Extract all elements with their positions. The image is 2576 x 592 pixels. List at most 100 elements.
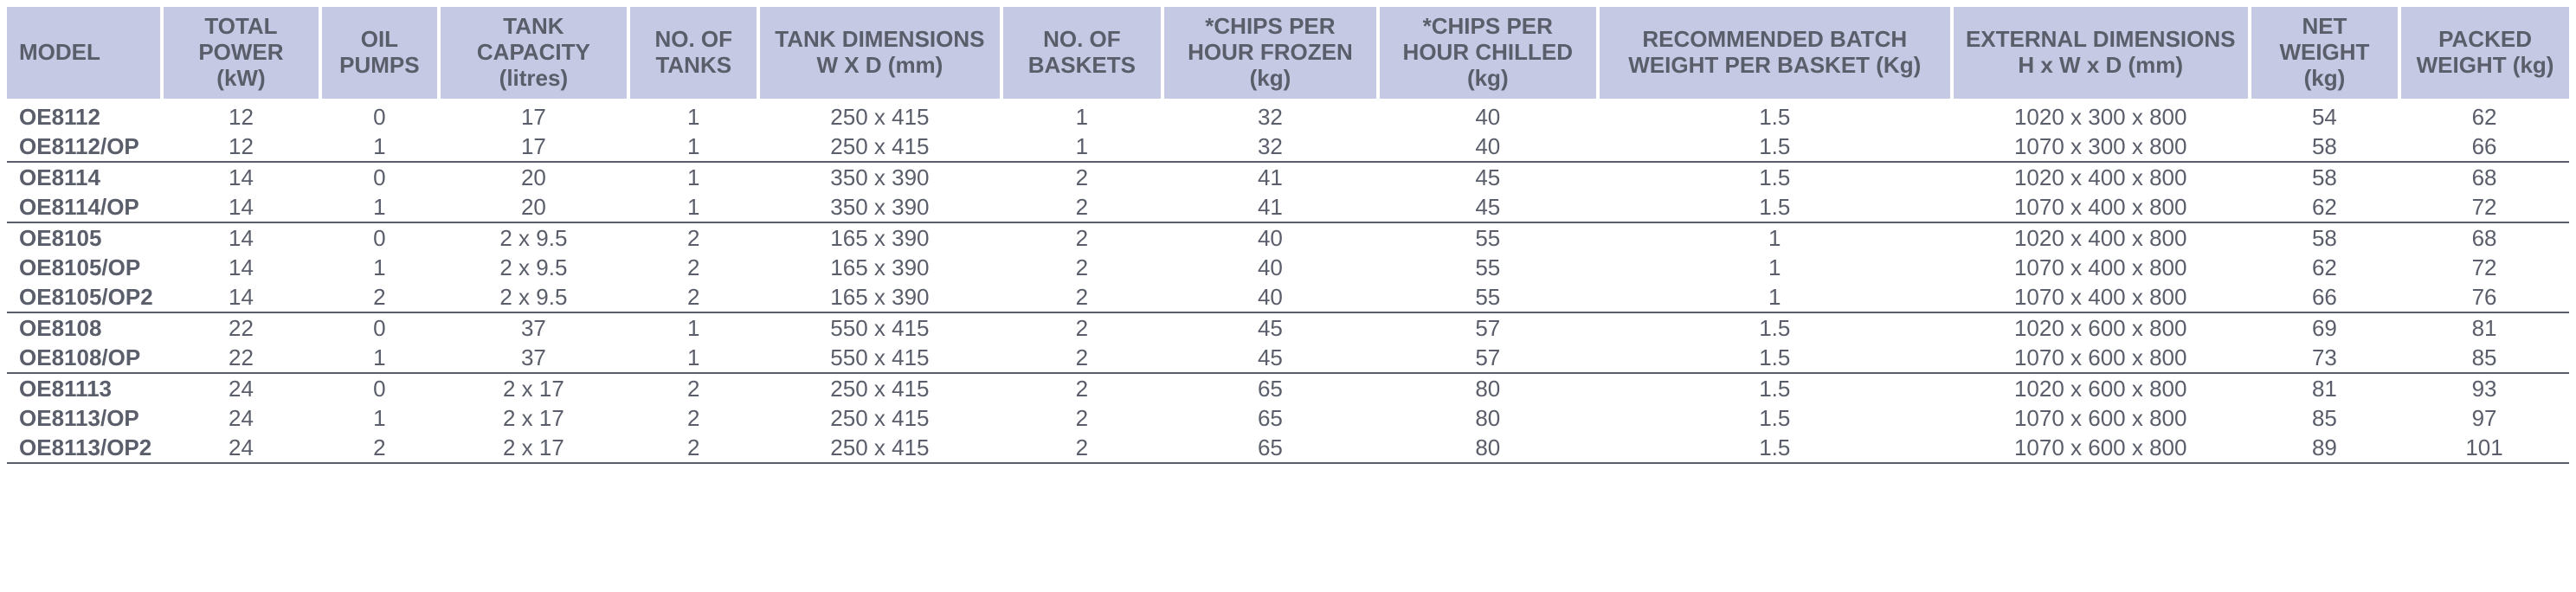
cell: 1	[628, 192, 758, 222]
cell: 165 x 390	[758, 253, 1001, 282]
cell: OE8112/OP	[7, 132, 162, 162]
cell: 20	[439, 162, 629, 192]
cell: 1070 x 400 x 800	[1952, 282, 2250, 312]
cell: 101	[2399, 433, 2569, 463]
cell: 1.5	[1598, 132, 1952, 162]
cell: 32	[1162, 100, 1377, 132]
table-body: OE8112120171250 x 415132401.51020 x 300 …	[7, 100, 2569, 463]
cell: 1	[1598, 253, 1952, 282]
cell: 2	[628, 373, 758, 403]
cell: 22	[162, 312, 321, 343]
cell: 62	[2250, 253, 2399, 282]
cell: 2 x 9.5	[439, 253, 629, 282]
cell: 89	[2250, 433, 2399, 463]
cell: 45	[1162, 312, 1377, 343]
cell: 55	[1378, 222, 1598, 253]
table-row: OE8113/OP2412 x 172250 x 415265801.51070…	[7, 403, 2569, 433]
col-header-4: NO. OF TANKS	[628, 7, 758, 100]
cell: 65	[1162, 433, 1377, 463]
cell: 1	[320, 343, 438, 373]
cell: 41	[1162, 162, 1377, 192]
cell: OE8114	[7, 162, 162, 192]
cell: 1070 x 400 x 800	[1952, 192, 2250, 222]
cell: 1	[1598, 282, 1952, 312]
table-row: OE8114140201350 x 390241451.51020 x 400 …	[7, 162, 2569, 192]
cell: 1	[1598, 222, 1952, 253]
cell: 1	[320, 132, 438, 162]
cell: 1	[628, 132, 758, 162]
cell: 22	[162, 343, 321, 373]
table-row: OE8112120171250 x 415132401.51020 x 300 …	[7, 100, 2569, 132]
cell: 55	[1378, 253, 1598, 282]
cell: 250 x 415	[758, 373, 1001, 403]
cell: 58	[2250, 162, 2399, 192]
cell: 250 x 415	[758, 433, 1001, 463]
cell: OE8105	[7, 222, 162, 253]
cell: 0	[320, 100, 438, 132]
cell: 65	[1162, 373, 1377, 403]
cell: 0	[320, 312, 438, 343]
cell: 45	[1378, 192, 1598, 222]
cell: 14	[162, 253, 321, 282]
table-row: OE8112/OP121171250 x 415132401.51070 x 3…	[7, 132, 2569, 162]
cell: 58	[2250, 222, 2399, 253]
cell: 57	[1378, 312, 1598, 343]
table-head: MODELTOTAL POWER (kW)OIL PUMPSTANK CAPAC…	[7, 7, 2569, 100]
cell: 1	[628, 100, 758, 132]
cell: 54	[2250, 100, 2399, 132]
cell: OE8113/OP	[7, 403, 162, 433]
cell: 2	[628, 403, 758, 433]
cell: 14	[162, 282, 321, 312]
cell: 1	[1001, 100, 1163, 132]
cell: OE8108	[7, 312, 162, 343]
cell: 20	[439, 192, 629, 222]
cell: 1.5	[1598, 312, 1952, 343]
cell: 40	[1162, 253, 1377, 282]
cell: 17	[439, 132, 629, 162]
cell: 68	[2399, 162, 2569, 192]
cell: OE8114/OP	[7, 192, 162, 222]
cell: 1	[1001, 132, 1163, 162]
cell: 24	[162, 373, 321, 403]
col-header-3: TANK CAPACITY (litres)	[439, 7, 629, 100]
cell: 2	[1001, 222, 1163, 253]
cell: 1.5	[1598, 433, 1952, 463]
cell: 45	[1378, 162, 1598, 192]
cell: 1020 x 300 x 800	[1952, 100, 2250, 132]
cell: 250 x 415	[758, 132, 1001, 162]
table-row: OE81051402 x 9.52165 x 3902405511020 x 4…	[7, 222, 2569, 253]
cell: 0	[320, 162, 438, 192]
cell: 80	[1378, 373, 1598, 403]
cell: 32	[1162, 132, 1377, 162]
cell: 1.5	[1598, 373, 1952, 403]
cell: 350 x 390	[758, 162, 1001, 192]
cell: 250 x 415	[758, 403, 1001, 433]
cell: OE8105/OP2	[7, 282, 162, 312]
cell: OE8113/OP2	[7, 433, 162, 463]
cell: 80	[1378, 433, 1598, 463]
cell: 1.5	[1598, 100, 1952, 132]
cell: 165 x 390	[758, 282, 1001, 312]
cell: 1020 x 400 x 800	[1952, 222, 2250, 253]
cell: 1020 x 400 x 800	[1952, 162, 2250, 192]
cell: 14	[162, 162, 321, 192]
col-header-6: NO. OF BASKETS	[1001, 7, 1163, 100]
cell: 165 x 390	[758, 222, 1001, 253]
cell: OE81113	[7, 373, 162, 403]
cell: 81	[2250, 373, 2399, 403]
cell: OE8108/OP	[7, 343, 162, 373]
cell: 2	[1001, 373, 1163, 403]
cell: 2	[628, 222, 758, 253]
col-header-5: TANK DIMENSIONS W X D (mm)	[758, 7, 1001, 100]
cell: 40	[1162, 282, 1377, 312]
cell: 45	[1162, 343, 1377, 373]
col-header-7: *CHIPS PER HOUR FROZEN (kg)	[1162, 7, 1377, 100]
cell: 2	[628, 282, 758, 312]
cell: 2	[1001, 192, 1163, 222]
cell: 1070 x 600 x 800	[1952, 343, 2250, 373]
col-header-11: NET WEIGHT (kg)	[2250, 7, 2399, 100]
col-header-10: EXTERNAL DIMENSIONS H x W x D (mm)	[1952, 7, 2250, 100]
cell: 1	[628, 312, 758, 343]
cell: 14	[162, 192, 321, 222]
cell: 550 x 415	[758, 343, 1001, 373]
